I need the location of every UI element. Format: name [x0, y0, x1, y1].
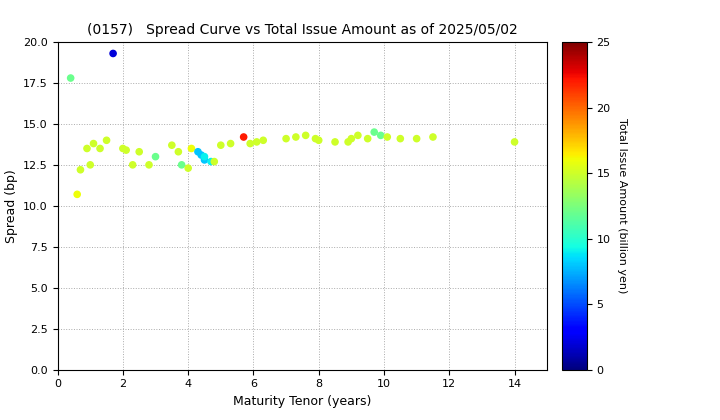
- Point: [362, 135, 374, 142]
- Point: [251, 139, 263, 145]
- Point: [375, 132, 387, 139]
- Point: [238, 134, 249, 140]
- Point: [195, 152, 207, 158]
- Point: [509, 139, 521, 145]
- Point: [143, 161, 155, 168]
- Point: [182, 165, 194, 171]
- Point: [280, 135, 292, 142]
- Point: [395, 135, 406, 142]
- Point: [215, 142, 227, 149]
- Point: [209, 158, 220, 165]
- Point: [65, 75, 76, 81]
- Point: [427, 134, 438, 140]
- Point: [290, 134, 302, 140]
- Point: [71, 191, 83, 198]
- Point: [199, 153, 210, 160]
- Point: [199, 157, 210, 163]
- Point: [150, 153, 161, 160]
- Point: [205, 158, 217, 165]
- Point: [411, 135, 423, 142]
- Point: [244, 140, 256, 147]
- Point: [94, 145, 106, 152]
- Point: [84, 161, 96, 168]
- Point: [107, 50, 119, 57]
- Title: (0157)   Spread Curve vs Total Issue Amount as of 2025/05/02: (0157) Spread Curve vs Total Issue Amoun…: [87, 23, 518, 37]
- Point: [173, 148, 184, 155]
- Point: [382, 134, 393, 140]
- Point: [258, 137, 269, 144]
- Point: [225, 140, 236, 147]
- Point: [352, 132, 364, 139]
- Point: [369, 129, 380, 135]
- Point: [329, 139, 341, 145]
- Y-axis label: Spread (bp): Spread (bp): [4, 169, 17, 243]
- Point: [88, 140, 99, 147]
- X-axis label: Maturity Tenor (years): Maturity Tenor (years): [233, 395, 372, 408]
- Point: [75, 166, 86, 173]
- Point: [101, 137, 112, 144]
- Point: [81, 145, 93, 152]
- Point: [192, 148, 204, 155]
- Point: [133, 148, 145, 155]
- Point: [166, 142, 178, 149]
- Point: [117, 145, 129, 152]
- Point: [346, 135, 357, 142]
- Point: [127, 161, 138, 168]
- Point: [120, 147, 132, 153]
- Point: [342, 139, 354, 145]
- Point: [176, 161, 187, 168]
- Point: [186, 145, 197, 152]
- Point: [313, 137, 325, 144]
- Point: [310, 135, 321, 142]
- Point: [300, 132, 312, 139]
- Y-axis label: Total Issue Amount (billion yen): Total Issue Amount (billion yen): [617, 118, 627, 294]
